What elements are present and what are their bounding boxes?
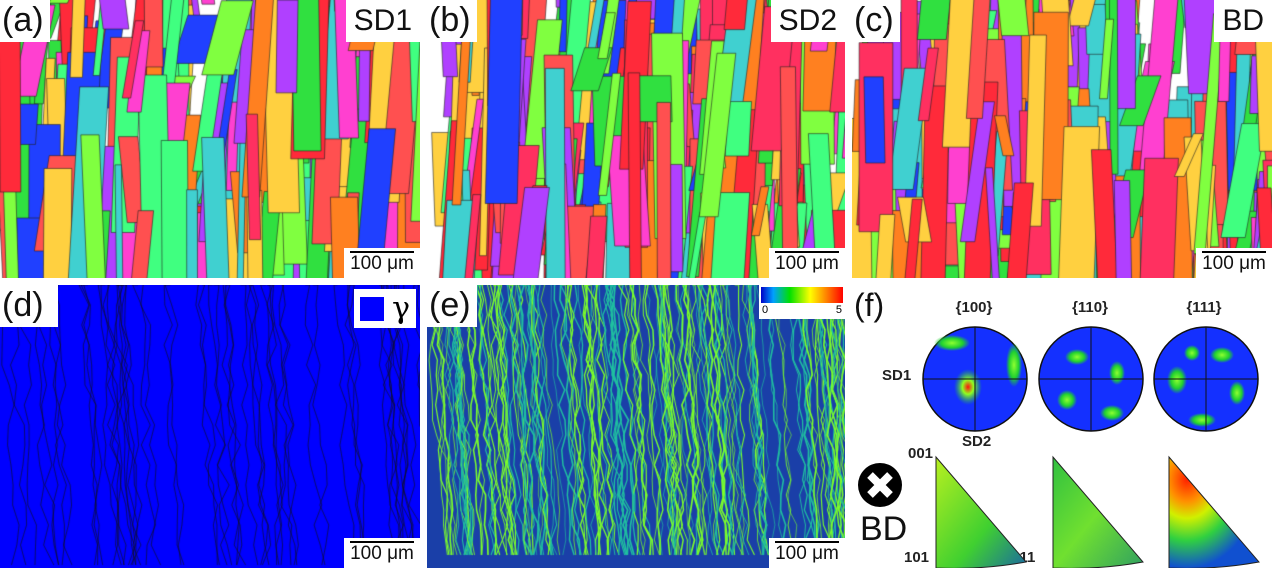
bd-label: BD <box>860 510 908 548</box>
pole-figure-title: {110} <box>1072 299 1108 316</box>
direction-label: SD2 <box>770 0 845 42</box>
scale-bar-text: 100 μm <box>775 543 839 564</box>
panel-f-pole-figures: (f) {100} {110} {111} SD1 SD2 001 101 11… <box>852 285 1272 568</box>
scale-bar: 100 μm <box>769 248 845 278</box>
colorbar-max: 5 <box>835 304 842 316</box>
phase-map-image <box>0 285 420 568</box>
panel-label: (f) <box>852 285 891 327</box>
panel-d-phase-map: (d) γ 100 μm <box>0 285 420 568</box>
scale-bar: 100 μm <box>344 248 420 278</box>
panel-a-ipf-map: (a) SD1 100 μm <box>0 0 420 278</box>
ipf-corner-101: 101 <box>904 549 930 566</box>
bd-direction-icon <box>858 463 902 507</box>
panel-label: (e) <box>427 285 477 327</box>
ipf-map-image <box>852 0 1272 278</box>
ipf-triangle-1 <box>935 455 1027 568</box>
panel-label: (d) <box>0 285 58 327</box>
axis-sd1-label: SD1 <box>882 367 912 384</box>
ipf-corner-001: 001 <box>908 445 934 462</box>
direction-label: BD <box>1214 0 1272 42</box>
kam-map-image <box>427 285 845 568</box>
pole-figure-graphics <box>858 326 1260 568</box>
scale-bar-text: 100 μm <box>1202 253 1266 274</box>
panel-b-ipf-map: (b) SD2 100 μm <box>427 0 845 278</box>
gamma-label: γ <box>392 291 410 326</box>
phase-legend: γ <box>354 289 416 328</box>
panel-label: (b) <box>427 0 477 42</box>
pole-figure-title: {111} <box>1186 299 1222 316</box>
gamma-swatch <box>360 296 385 321</box>
colorbar-min: 0 <box>762 304 769 316</box>
direction-label: SD1 <box>345 0 420 42</box>
pole-figure-100 <box>922 326 1028 432</box>
scale-bar-text: 100 μm <box>775 253 839 274</box>
ipf-map-image <box>427 0 845 278</box>
panel-c-ipf-map: (c) BD 100 μm <box>852 0 1272 278</box>
ipf-triangle-2 <box>1052 455 1144 568</box>
ipf-map-image <box>0 0 420 278</box>
pole-figure-111 <box>1153 326 1259 432</box>
scale-bar-text: 100 μm <box>350 543 414 564</box>
scale-bar: 100 μm <box>344 538 420 568</box>
scale-bar: 100 μm <box>1196 248 1272 278</box>
pole-figure-title: {100} <box>955 299 993 316</box>
scale-bar: 100 μm <box>769 538 845 568</box>
scale-bar-text: 100 μm <box>350 253 414 274</box>
pole-figure-110 <box>1038 326 1144 432</box>
panel-label: (c) <box>852 0 900 42</box>
axis-sd2-label: SD2 <box>962 433 992 450</box>
ipf-triangle-3 <box>1168 455 1260 568</box>
panel-label: (a) <box>0 0 50 42</box>
